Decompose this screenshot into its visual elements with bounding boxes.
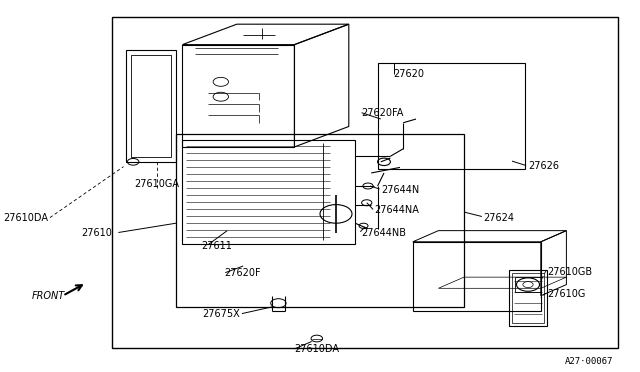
Text: 27620F: 27620F bbox=[224, 269, 260, 278]
Text: 27644N: 27644N bbox=[381, 185, 419, 195]
Text: 27610GB: 27610GB bbox=[547, 267, 593, 276]
Bar bbox=[126, 50, 176, 162]
Bar bbox=[512, 273, 544, 323]
Bar bbox=[509, 270, 547, 326]
Bar bbox=[413, 242, 541, 311]
Bar bbox=[378, 63, 525, 169]
Text: 27644NB: 27644NB bbox=[362, 228, 406, 237]
Bar bbox=[131, 55, 171, 157]
Text: 27620: 27620 bbox=[394, 70, 424, 79]
Bar bbox=[112, 17, 618, 348]
Text: 27644NA: 27644NA bbox=[374, 205, 419, 215]
Bar bbox=[176, 134, 464, 307]
Text: 27626: 27626 bbox=[528, 161, 559, 170]
Text: 27624: 27624 bbox=[483, 213, 514, 222]
Text: 27610DA: 27610DA bbox=[3, 213, 48, 222]
Text: 27675X: 27675X bbox=[202, 310, 240, 319]
Bar bbox=[515, 277, 541, 292]
Text: 27610GA: 27610GA bbox=[134, 179, 179, 189]
Text: 27610: 27610 bbox=[81, 228, 112, 237]
Text: A27·00067: A27·00067 bbox=[564, 357, 613, 366]
Text: 27610DA: 27610DA bbox=[294, 344, 339, 354]
Text: 27611: 27611 bbox=[202, 241, 232, 250]
Text: 27620FA: 27620FA bbox=[362, 109, 404, 118]
Bar bbox=[182, 45, 294, 147]
Text: 27610G: 27610G bbox=[547, 289, 586, 299]
Text: FRONT: FRONT bbox=[31, 291, 65, 301]
Bar bbox=[182, 140, 355, 244]
